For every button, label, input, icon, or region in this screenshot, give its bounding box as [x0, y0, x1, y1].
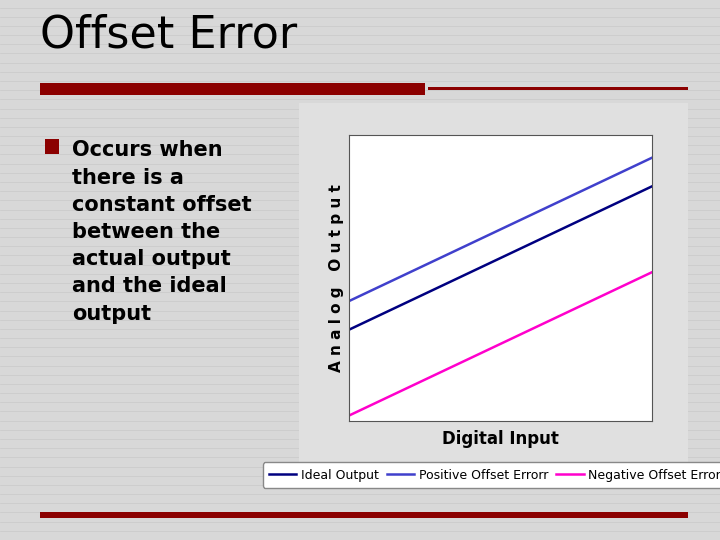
Bar [45, 139, 59, 154]
Text: Offset Error: Offset Error [40, 14, 297, 57]
Legend: Ideal Output, Positive Offset Errorr, Negative Offset Error: Ideal Output, Positive Offset Errorr, Ne… [263, 462, 720, 488]
Bar [40, 512, 688, 518]
Y-axis label: A n a l o g   O u t p u t: A n a l o g O u t p u t [328, 184, 343, 372]
Bar [299, 103, 688, 470]
Bar [428, 87, 688, 90]
X-axis label: Digital Input: Digital Input [442, 429, 559, 448]
Text: Occurs when
there is a
constant offset
between the
actual output
and the ideal
o: Occurs when there is a constant offset b… [72, 140, 251, 323]
Bar [40, 83, 425, 94]
